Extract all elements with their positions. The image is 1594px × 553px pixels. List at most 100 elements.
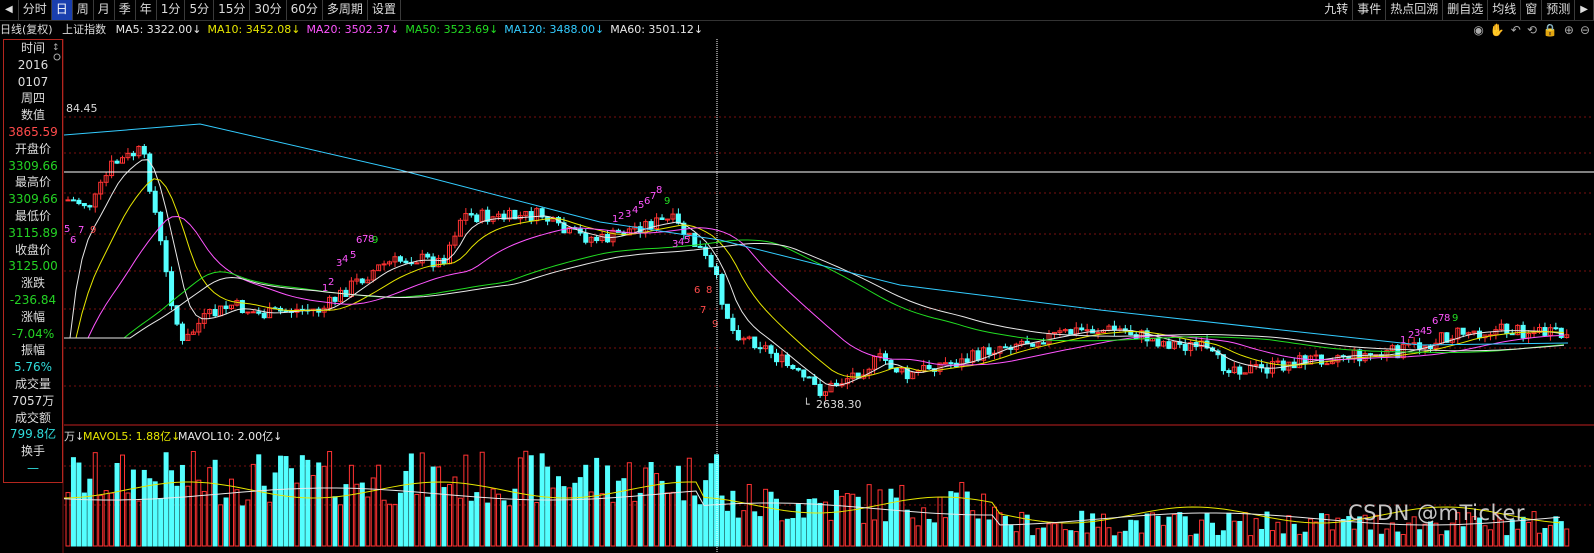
candle-body [174,305,180,325]
tab-month[interactable]: 月 [94,0,115,20]
volume-bar [741,510,747,547]
low-marker: └ [803,397,810,411]
magnify-icon[interactable]: ↕ [52,42,62,62]
next-arrow-button[interactable]: ▶ [1575,0,1594,20]
tab-year[interactable]: 年 [136,0,157,20]
ma120-line [63,123,1569,346]
volume-bar [130,469,136,547]
rotate-icon[interactable]: ⟲ [1526,23,1537,37]
mavol10-line [63,487,1561,526]
lock-icon[interactable]: 🔒 [1542,23,1558,37]
candle-body [207,308,213,315]
volume-bar [348,464,354,547]
tool-hotspot[interactable]: 热点回溯 [1386,0,1444,20]
volume-bar [610,501,616,547]
candle-body [1297,355,1303,369]
volume-bar [577,477,583,547]
candle-body [1237,366,1243,375]
td-count-label: 2 [328,277,334,288]
tab-fenshi[interactable]: 分时 [19,0,52,20]
tab-settings[interactable]: 设置 [368,0,401,20]
period-toolbar: ◀ 分时日周月季年 1分 5分 15分 30分 60分 多周期 设置 九转 事件 热点回溯 删自选 均线… [0,0,1594,21]
volume-bar [1526,521,1532,547]
volume-bar [76,462,82,547]
td-count-label: 9 [712,319,718,330]
info-row: 0107 [17,74,49,89]
volume-bar [436,466,442,547]
volume-bar [621,478,627,547]
info-row: 最低价 [14,208,51,223]
tab-30min[interactable]: 30分 [250,0,287,20]
tab-5min[interactable]: 5分 [185,0,215,20]
volume-bar [403,470,409,547]
undo-icon[interactable]: ↶ [1510,23,1521,37]
volume-bar [1433,522,1439,547]
td-count-label: 7 [1438,313,1444,324]
prev-arrow-button[interactable]: ◀ [0,0,19,20]
volume-bar [245,499,251,547]
tool-window[interactable]: 窗 [1521,0,1543,20]
tool-average-line[interactable]: 均线 [1488,0,1522,20]
volume-bar [670,491,676,547]
tab-15min[interactable]: 15分 [214,0,251,20]
volume-bar [207,467,213,547]
volume-bar [163,452,169,547]
zoom-in-icon[interactable]: ⊕ [1563,23,1574,37]
volume-bar [316,462,322,547]
tab-day[interactable]: 日 [51,0,73,20]
volume-bar [1504,535,1510,547]
tool-events[interactable]: 事件 [1353,0,1387,20]
tab-1min[interactable]: 1分 [157,0,186,20]
volume-bar [1128,519,1134,547]
volume-bar [1182,516,1188,547]
volume-bar [823,501,829,547]
volume-bar [1319,513,1324,547]
td-count-label: 2 [618,211,624,222]
candle-body [594,236,600,242]
tab-week[interactable]: 周 [73,0,94,20]
volume-bar [267,501,273,547]
candle-body [724,303,730,319]
volume-bar [1117,531,1123,547]
tab-multi-period[interactable]: 多周期 [323,0,368,20]
volume-bar [970,510,976,547]
candle-body [392,256,398,263]
tool-delete-selected[interactable]: 删自选 [1443,0,1489,20]
candle-body [130,152,136,157]
volume-bar [109,492,115,547]
candle-body [779,354,785,363]
volume-bar [1308,518,1314,547]
candle-body [774,352,779,363]
candle-body [757,347,763,350]
volume-bar [1346,516,1352,547]
volume-bar [98,495,104,547]
hand-icon[interactable]: ✋ [1489,23,1505,37]
candle-body [812,376,818,385]
volume-bar [87,478,93,547]
volume-bar [1389,522,1395,547]
candle-body [1248,364,1254,374]
volume-bar [201,490,207,547]
candle-body [1324,363,1330,366]
volume-bar [1210,522,1215,547]
info-row: -236.84 [9,292,57,307]
candle-body [114,160,120,164]
zoom-out-icon[interactable]: ⊖ [1579,23,1590,37]
volume-bar [1537,532,1542,547]
candle-body [1079,327,1085,331]
candle-body [512,209,518,220]
tool-jiuzhuan[interactable]: 九转 [1320,0,1354,20]
volume-bar [338,504,343,547]
candle-body [986,347,992,355]
tab-60min[interactable]: 60分 [287,0,323,20]
candle-body [561,222,567,234]
volume-bar [861,522,867,547]
eye-icon[interactable]: ◉ [1473,23,1484,37]
info-row: 换手 [20,444,45,459]
volume-bar [1084,532,1090,547]
tool-forecast[interactable]: 预测 [1542,0,1576,20]
tab-season[interactable]: 季 [115,0,136,20]
volume-bar [1553,516,1559,547]
